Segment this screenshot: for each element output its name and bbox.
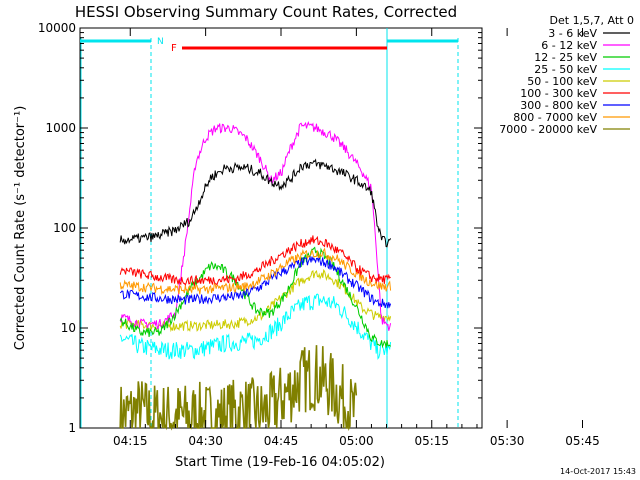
x-tick-label: 05:15 [414, 434, 449, 448]
y-tick-label: 10 [61, 321, 76, 335]
y-axis-label: Corrected Count Rate (s⁻¹ detector⁻¹) [13, 106, 28, 351]
series-line [119, 121, 392, 331]
x-tick-label: 05:45 [565, 434, 600, 448]
timestamp: 14-Oct-2017 15:43 [560, 467, 636, 476]
axes-layer: 04:15 04:30 04:45 05:00 05:15 05:30 05:45 1 10 10… [38, 21, 600, 448]
y-tick-label: 100 [53, 221, 76, 235]
x-tick-label: 04:30 [188, 434, 223, 448]
x-axis-label: Start Time (19-Feb-16 04:05:02) [175, 455, 385, 470]
x-tick-label: 04:45 [264, 434, 299, 448]
legend-label: 25 - 50 keV [534, 63, 597, 76]
y-tick-label: 1 [68, 421, 76, 435]
x-tick-label: 04:15 [113, 434, 148, 448]
legend-label: 100 - 300 keV [520, 87, 597, 100]
legend-label: 3 - 6 keV [548, 27, 597, 40]
y-tick-label: 10000 [38, 21, 76, 35]
series-line [119, 255, 392, 309]
chart-title: HESSI Observing Summary Count Rates, Cor… [75, 3, 457, 21]
series-line [119, 158, 392, 248]
flare-flag-label: F [171, 43, 177, 54]
x-tick-label: 05:30 [490, 434, 525, 448]
legend-label: 800 - 7000 keV [513, 111, 597, 124]
legend-label: 6 - 12 keV [541, 39, 597, 52]
x-tick-label: 05:00 [339, 434, 374, 448]
series-line [119, 247, 392, 296]
legend-label: 50 - 100 keV [527, 75, 597, 88]
legend-label: 7000 - 20000 keV [499, 123, 597, 136]
series-line [119, 246, 391, 349]
series-line [119, 345, 358, 432]
legend-title: Det 1,5,7, Att 0 [550, 14, 634, 27]
series-line [119, 293, 392, 360]
night-flag-label: N [157, 37, 164, 47]
observing-overlays: N F [80, 28, 459, 428]
y-tick-label: 1000 [45, 121, 76, 135]
series-layer [119, 121, 392, 432]
legend-label: 12 - 25 keV [534, 51, 597, 64]
legend-label: 300 - 800 keV [520, 99, 597, 112]
series-line [119, 235, 391, 287]
